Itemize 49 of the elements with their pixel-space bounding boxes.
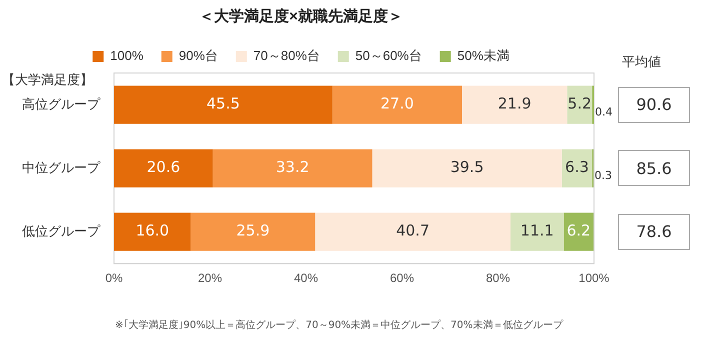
x-tick-label: 20% <box>198 271 222 286</box>
text: ※｢大学満足度｣90%以上＝高位グループ、70～90%未満＝中位グループ、70%未満＝低位グループ <box>115 318 563 332</box>
data-label: 5.2 <box>568 94 592 113</box>
bar <box>212 149 372 188</box>
bar <box>562 149 592 188</box>
data-label: 27.0 <box>380 94 414 113</box>
y-tick-label: 高位グループ <box>22 96 101 112</box>
bar <box>510 212 564 251</box>
y-axis-title: 【大学満足度】 <box>2 72 93 89</box>
x-tick-label: 0% <box>105 271 123 286</box>
data-label: 33.2 <box>276 158 310 176</box>
data-label: 16.0 <box>136 222 170 240</box>
legend-label: 100% <box>110 48 144 64</box>
bar <box>564 212 594 251</box>
data-label: 0.3 <box>594 169 612 182</box>
text: 78.6 <box>618 214 690 250</box>
y-tick-label: 低位グループ <box>22 223 101 238</box>
legend-label: 90%台 <box>178 48 218 64</box>
bar <box>332 86 462 124</box>
bar <box>114 149 213 188</box>
x-tick-label: 60% <box>390 271 414 286</box>
legend-label: 70～80%台 <box>253 48 320 64</box>
data-label: 6.3 <box>565 158 589 176</box>
data-label: 25.9 <box>236 222 270 240</box>
y-tick-label: 中位グループ <box>22 160 101 175</box>
data-label: 11.1 <box>520 222 554 240</box>
x-tick-label: 40% <box>294 271 318 286</box>
bar <box>315 212 510 251</box>
x-tick-label: 80% <box>486 271 510 286</box>
text: 85.6 <box>618 150 690 186</box>
bar <box>190 212 316 251</box>
data-label: 0.4 <box>595 106 612 119</box>
chart-title: ＜大学満足度×就職先満足度＞ <box>199 7 403 26</box>
x-tick-label: 100% <box>578 271 610 286</box>
data-label: 39.5 <box>450 158 484 176</box>
bar <box>372 149 562 188</box>
data-label: 45.5 <box>206 94 240 113</box>
bar <box>114 212 191 251</box>
bar <box>462 86 568 124</box>
bar <box>114 86 332 124</box>
data-label: 20.6 <box>146 158 180 176</box>
data-label: 6.2 <box>566 222 591 240</box>
data-label: 21.9 <box>498 94 532 113</box>
text: 平均値 <box>622 54 661 71</box>
data-label: 40.7 <box>396 222 430 240</box>
legend-label: 50%未満 <box>457 48 510 64</box>
bar <box>567 86 592 124</box>
legend-label: 50～60%台 <box>355 48 422 64</box>
text: 90.6 <box>618 86 690 123</box>
